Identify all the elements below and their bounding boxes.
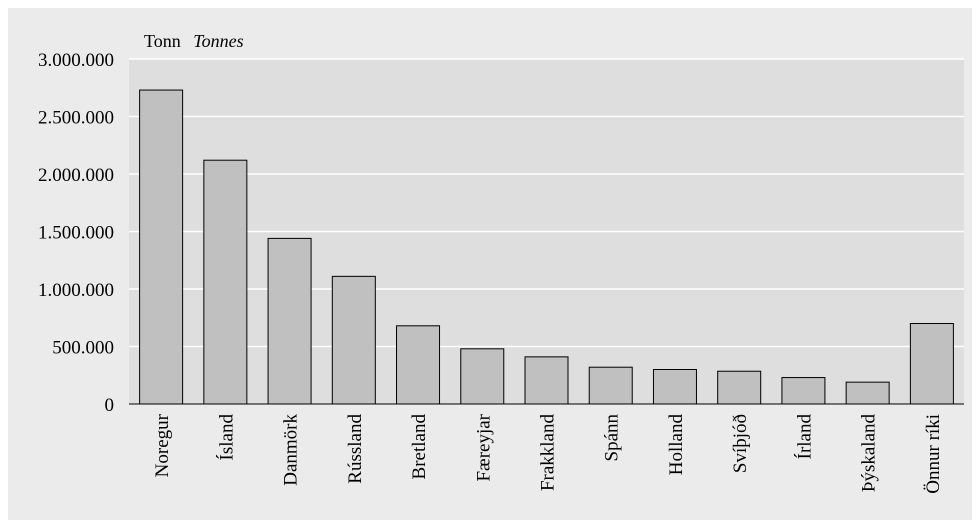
- x-tick-label: Rússland: [345, 414, 366, 484]
- x-tick-label: Spánn: [602, 414, 623, 462]
- y-tick-label: 3.000.000: [38, 50, 114, 71]
- x-tick-label: Írland: [793, 414, 815, 460]
- bar-færeyjar: [460, 348, 505, 405]
- x-tick-label: Frakkland: [538, 414, 559, 492]
- y-tick-label: 2.000.000: [38, 165, 114, 186]
- y-tick-label: 2.500.000: [38, 108, 114, 129]
- y-tick-label: 1.000.000: [38, 280, 114, 301]
- unit-label: Tonn Tonnes: [144, 31, 244, 51]
- x-tick-label: Danmörk: [281, 414, 302, 486]
- y-tick-label: 0: [105, 395, 115, 416]
- bar-danmörk: [267, 237, 312, 405]
- bar-holland: [652, 369, 697, 405]
- bar-rússland: [331, 275, 376, 405]
- x-tick-label: Þýskaland: [859, 414, 880, 493]
- bar-önnur-ríki: [909, 323, 954, 405]
- x-tick-label: Færeyjar: [473, 413, 494, 481]
- x-tick-label: Svíþjóð: [730, 414, 751, 473]
- bar-svíþjóð: [717, 370, 762, 405]
- x-tick-label: Holland: [666, 414, 687, 476]
- y-axis-ticks: 0 500.000 1.000.000 1.500.000 2.000.000 2.500…: [38, 50, 114, 416]
- y-tick-label: 500.000: [52, 338, 114, 359]
- x-axis-labels: Noregur Ísland Danmörk Rússland Bretland Fære…: [152, 413, 944, 493]
- x-tick-label: Ísland: [215, 414, 237, 461]
- x-tick-label: Önnur ríki: [923, 414, 944, 494]
- bar-spánn: [588, 366, 633, 405]
- bar-noregur: [139, 89, 184, 405]
- bar-bretland: [396, 325, 441, 405]
- bar-ísland: [203, 159, 248, 405]
- bars: [139, 89, 954, 405]
- bar-frakkland: [524, 356, 569, 405]
- y-tick-label: 1.500.000: [38, 223, 114, 244]
- bar-chart: 0 500.000 1.000.000 1.500.000 2.000.000 2.500…: [38, 31, 964, 494]
- x-tick-label: Bretland: [409, 414, 430, 480]
- bar-þýskaland: [845, 381, 890, 405]
- chart-frame: 0 500.000 1.000.000 1.500.000 2.000.000 2.500…: [8, 8, 972, 520]
- x-tick-label: Noregur: [152, 413, 173, 477]
- bar-írland: [781, 377, 826, 405]
- unit-label-en: Tonnes: [193, 31, 243, 51]
- unit-label-is: Tonn: [144, 31, 181, 51]
